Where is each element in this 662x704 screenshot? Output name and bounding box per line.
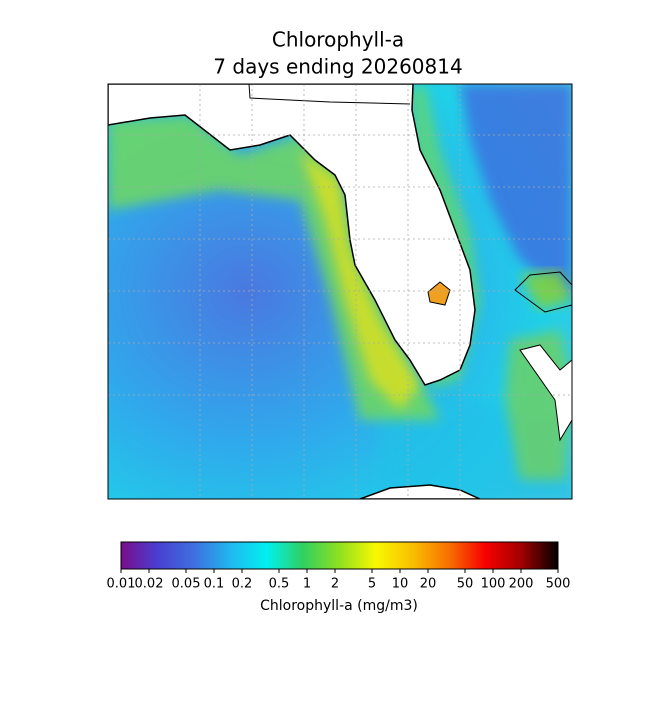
colorbar-tick-label: 0.2: [232, 577, 253, 592]
colorbar-tick-label: 1: [303, 577, 311, 592]
map-frame: [107, 83, 573, 500]
colorbar-tick-label: 200: [509, 577, 534, 592]
colorbar-tick-label: 0.1: [204, 577, 225, 592]
colorbar-tick-label: 5: [368, 577, 376, 592]
colorbar-tick-label: 0.05: [172, 577, 201, 592]
colorbar-tick-label: 50: [457, 577, 474, 592]
map: [108, 84, 572, 499]
colorbar: [120, 541, 559, 570]
colorbar-label: Chlorophyll-a (mg/m3): [260, 598, 418, 614]
colorbar-tick-label: 0.01: [107, 577, 136, 592]
title: Chlorophyll-a: [272, 28, 404, 52]
colorbar-tick-label: 0.02: [135, 577, 164, 592]
colorbar-tick-label: 500: [546, 577, 571, 592]
colorbar-tick-label: 0.5: [269, 577, 290, 592]
colorbar-tick-label: 10: [392, 577, 409, 592]
colorbar-tick-label: 20: [420, 577, 437, 592]
subtitle: 7 days ending 20260814: [213, 55, 462, 79]
colorbar-tick-label: 100: [481, 577, 506, 592]
colorbar-tick-label: 2: [331, 577, 339, 592]
